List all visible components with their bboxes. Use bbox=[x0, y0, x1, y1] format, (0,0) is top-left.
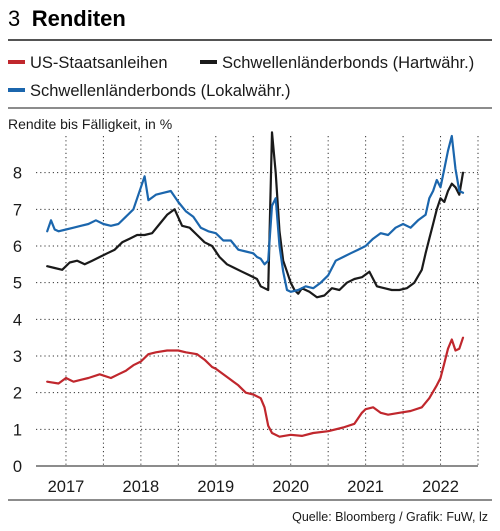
legend-label-us: US-Staatsanleihen bbox=[30, 54, 168, 72]
legend-label-hard: Schwellenländerbonds (Hartwähr.) bbox=[222, 54, 474, 72]
y-tick-label: 2 bbox=[13, 385, 22, 403]
x-tick-label: 2022 bbox=[422, 478, 459, 496]
y-axis-label: Rendite bis Fälligkeit, in % bbox=[8, 116, 172, 132]
series-line-us-staatsanleihen bbox=[46, 336, 465, 438]
y-tick-label: 7 bbox=[13, 201, 22, 219]
y-tick-label: 4 bbox=[13, 311, 22, 329]
grid bbox=[36, 136, 479, 467]
source-note: Quelle: Bloomberg / Grafik: FuW, lz bbox=[292, 510, 488, 524]
y-tick-label: 5 bbox=[13, 275, 22, 293]
y-tick-label: 6 bbox=[13, 238, 22, 256]
series-line-hartwaehrung bbox=[46, 131, 465, 299]
y-tick-label: 8 bbox=[13, 165, 22, 183]
legend: US-Staatsanleihen Schwellenländerbonds (… bbox=[8, 54, 474, 100]
series-layer bbox=[46, 131, 465, 438]
chart-title: 3 Renditen bbox=[8, 6, 126, 31]
x-tick-label: 2018 bbox=[123, 478, 160, 496]
x-tick-label: 2021 bbox=[347, 478, 384, 496]
series-line-lokalwaehrung bbox=[46, 134, 465, 293]
chart-title-text: Renditen bbox=[32, 6, 126, 31]
x-tick-labels: 2017 2018 2019 2020 2021 2022 bbox=[48, 478, 459, 496]
x-tick-label: 2020 bbox=[272, 478, 309, 496]
legend-label-local: Schwellenländerbonds (Lokalwähr.) bbox=[30, 82, 291, 100]
y-tick-label: 3 bbox=[13, 348, 22, 366]
x-tick-label: 2017 bbox=[48, 478, 85, 496]
x-tick-label: 2019 bbox=[197, 478, 234, 496]
y-tick-label: 0 bbox=[13, 458, 22, 476]
y-tick-labels: 0 1 2 3 4 5 6 7 8 bbox=[13, 165, 22, 476]
y-tick-label: 1 bbox=[13, 421, 22, 439]
chart-number: 3 bbox=[8, 6, 20, 31]
